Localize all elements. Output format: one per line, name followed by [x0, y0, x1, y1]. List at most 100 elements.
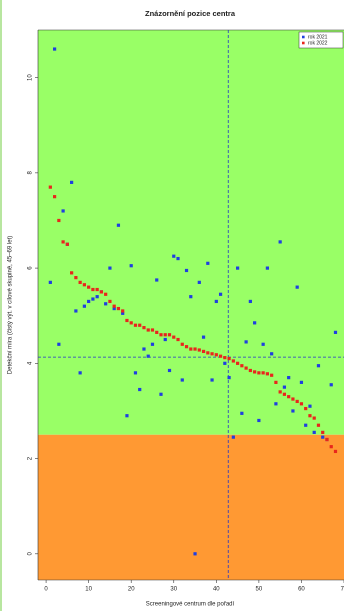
point [308, 414, 312, 418]
point [236, 266, 240, 270]
point [321, 430, 325, 434]
point [244, 340, 248, 344]
point [265, 266, 269, 270]
point [189, 295, 193, 299]
x-tick-label: 0 [44, 587, 48, 593]
point [236, 361, 240, 365]
point [287, 376, 291, 380]
point [61, 240, 65, 244]
point [87, 285, 91, 289]
point [95, 295, 99, 299]
point [48, 185, 52, 189]
point [282, 385, 287, 389]
point [138, 323, 142, 327]
point [87, 299, 91, 304]
point [248, 299, 252, 304]
point [214, 299, 218, 304]
point [125, 318, 129, 323]
point [227, 376, 231, 380]
point [206, 261, 210, 265]
point [261, 342, 265, 346]
point [270, 373, 274, 377]
point [142, 347, 146, 351]
point [176, 337, 180, 342]
point [133, 371, 138, 375]
point [201, 349, 206, 354]
legend-box [298, 31, 344, 49]
point [304, 406, 308, 411]
point [265, 372, 269, 376]
point [223, 356, 227, 360]
point [78, 280, 82, 284]
legend-swatch [302, 41, 305, 45]
point [121, 311, 125, 315]
point [312, 416, 316, 420]
point [155, 278, 159, 282]
point [61, 209, 65, 213]
point [159, 333, 163, 337]
point [257, 371, 261, 375]
point [82, 283, 86, 287]
point [295, 285, 299, 289]
y-tick-label: 8 [28, 171, 34, 175]
point [176, 256, 180, 261]
point [329, 383, 333, 387]
point [321, 435, 325, 439]
point [282, 392, 287, 396]
point [244, 366, 248, 370]
point [155, 330, 159, 334]
point [299, 402, 304, 406]
background-above [38, 30, 344, 435]
point [184, 268, 189, 273]
legend-label: rok 2022 [308, 40, 328, 46]
point [304, 423, 308, 427]
point [112, 304, 116, 308]
x-tick-label: 50 [256, 587, 263, 593]
point [125, 414, 129, 418]
point [70, 180, 74, 184]
point [278, 240, 282, 244]
point [172, 254, 176, 258]
point [167, 333, 172, 337]
point [163, 337, 167, 342]
point [214, 353, 218, 357]
point [197, 348, 201, 352]
legend-swatch [302, 35, 305, 39]
point [210, 352, 214, 356]
point [180, 378, 184, 382]
point [291, 409, 295, 413]
point [138, 387, 142, 392]
point [287, 395, 291, 399]
point [270, 352, 274, 356]
point [65, 242, 69, 246]
point [78, 371, 82, 375]
point [240, 364, 244, 368]
point [57, 218, 61, 223]
point [299, 380, 304, 384]
point [223, 361, 227, 365]
y-tick-label: 0 [28, 551, 34, 555]
point [184, 345, 189, 349]
point [248, 368, 252, 373]
y-tick-label: 4 [28, 361, 34, 365]
point [91, 297, 95, 301]
point [95, 287, 99, 292]
point [240, 411, 244, 415]
point [210, 378, 214, 382]
point [333, 330, 338, 334]
point [218, 292, 223, 296]
point [333, 449, 338, 454]
y-tick-label: 6 [28, 266, 34, 270]
point [112, 306, 116, 311]
point [48, 280, 52, 284]
background-below [38, 434, 344, 580]
point [146, 328, 150, 332]
point [308, 404, 312, 408]
point [201, 335, 206, 339]
point [193, 552, 197, 556]
point [193, 347, 197, 351]
point [316, 423, 321, 427]
point [231, 435, 235, 439]
point [316, 364, 321, 368]
